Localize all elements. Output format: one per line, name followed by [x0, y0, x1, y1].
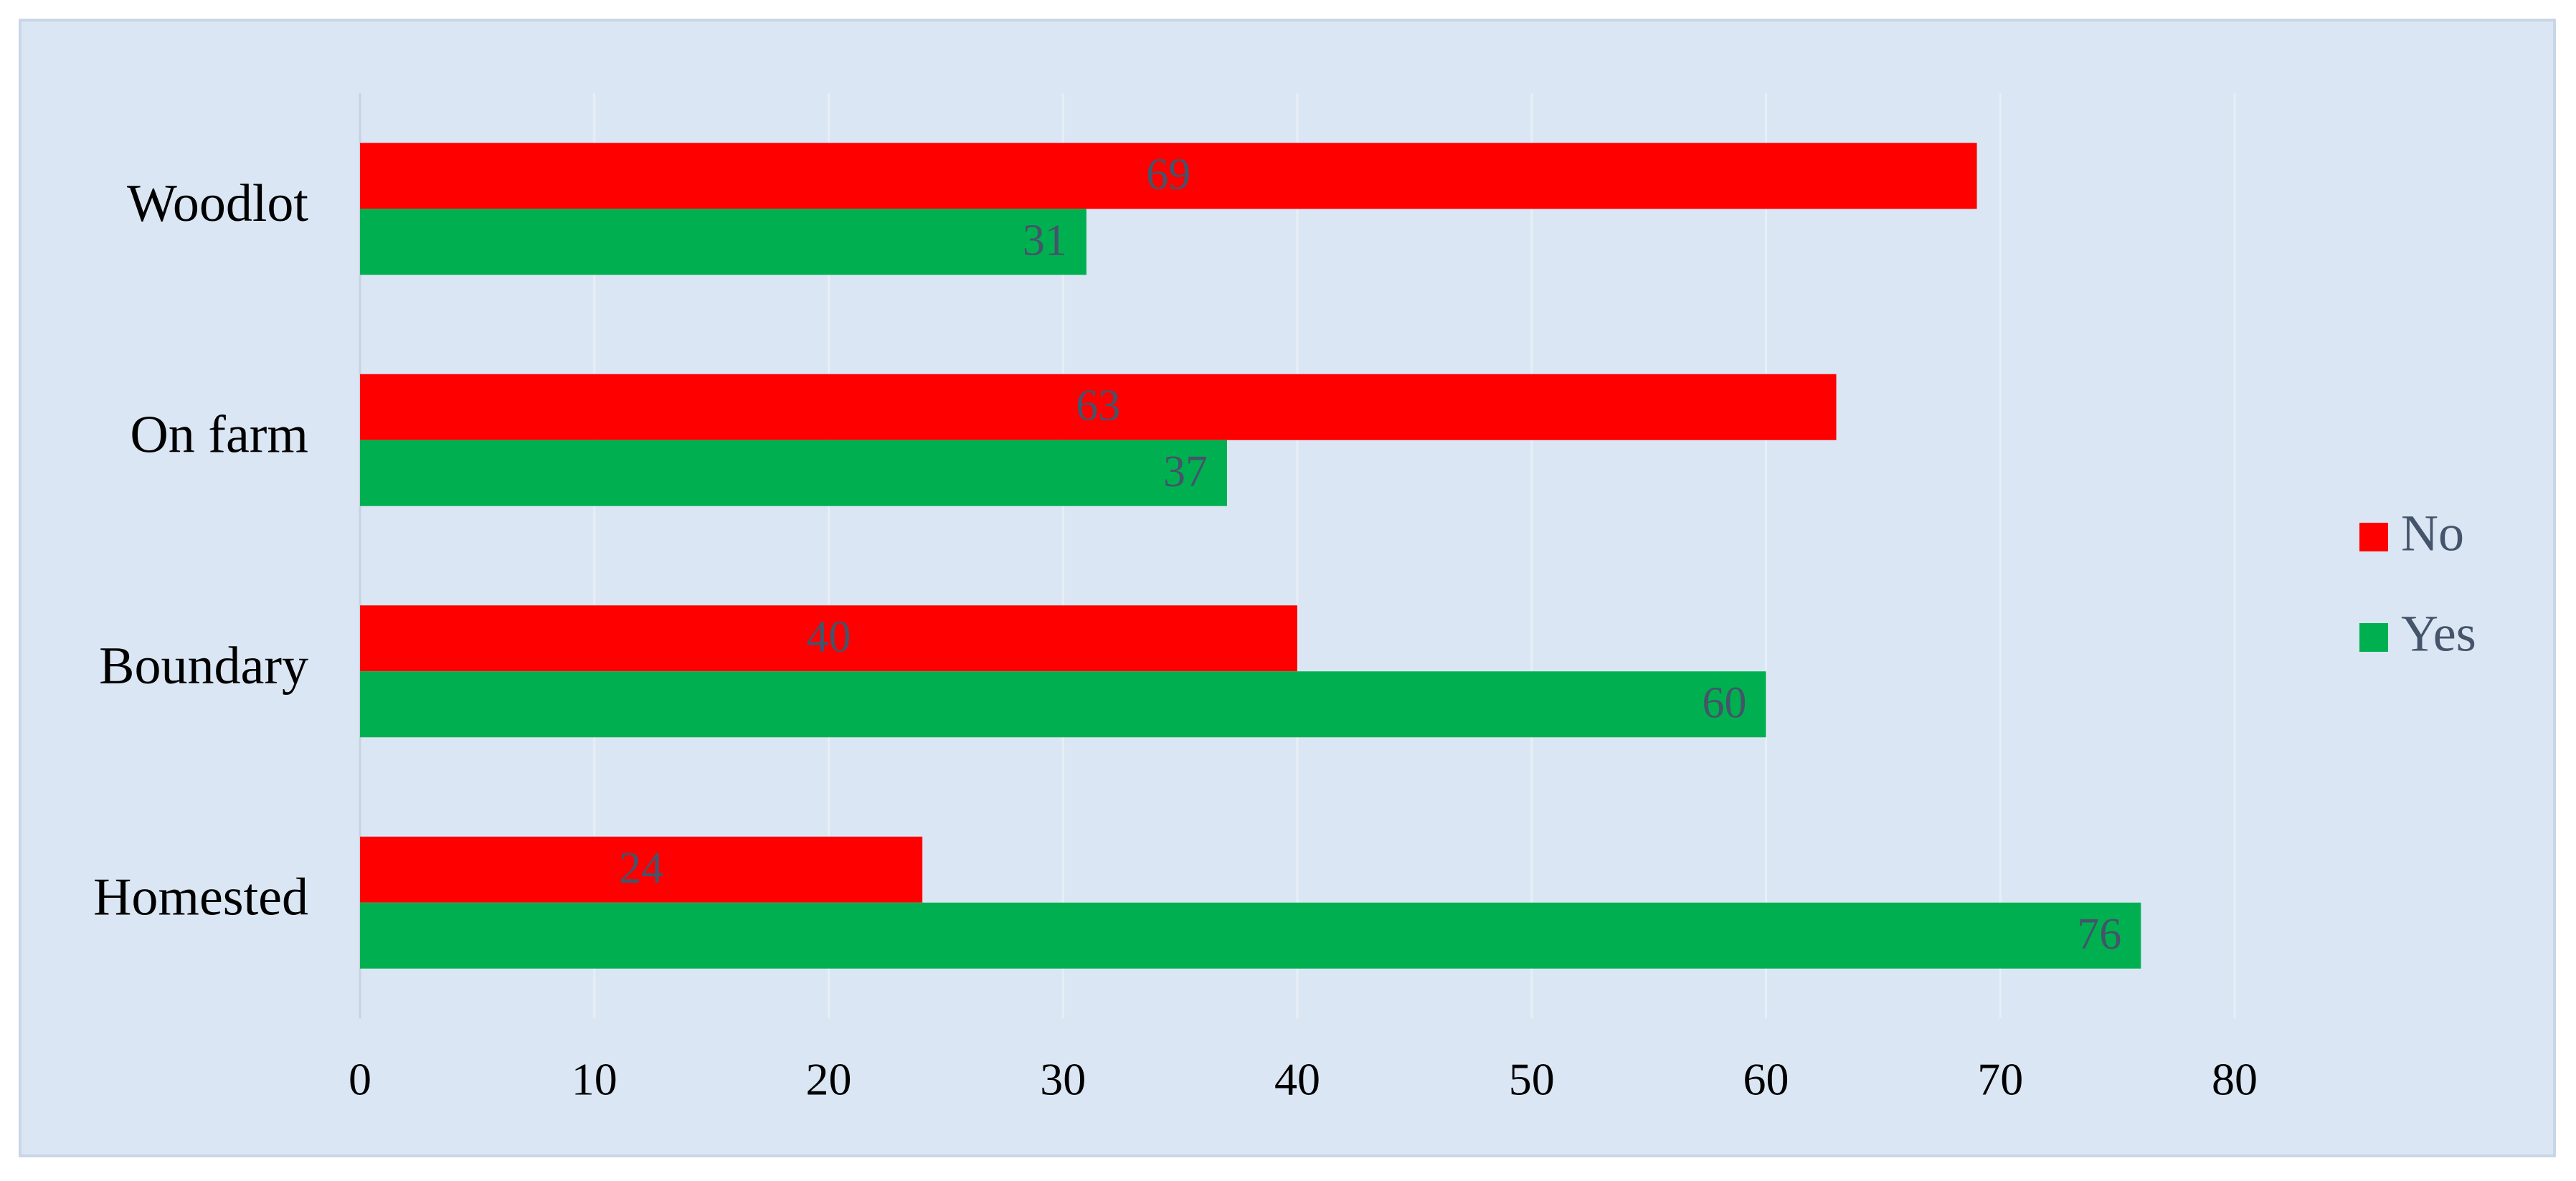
legend-label: Yes [2401, 605, 2476, 663]
bar [360, 605, 1297, 672]
data-label: 60 [1703, 678, 1747, 727]
bar [360, 440, 1227, 506]
bar [360, 902, 2141, 969]
data-label: 24 [619, 844, 663, 893]
x-tick-label: 10 [572, 1054, 617, 1105]
x-tick-label: 0 [349, 1054, 371, 1105]
bar [360, 209, 1086, 275]
legend-label: No [2401, 505, 2464, 562]
data-label: 31 [1023, 216, 1067, 265]
legend-swatch [2359, 623, 2388, 652]
bar [360, 671, 1766, 738]
x-tick-label: 30 [1040, 1054, 1086, 1105]
x-tick-label: 80 [2212, 1054, 2258, 1105]
data-label: 69 [1146, 150, 1190, 199]
x-tick-label: 40 [1274, 1054, 1320, 1105]
legend-swatch [2359, 523, 2388, 551]
y-tick-label: Boundary [99, 637, 308, 696]
bar [360, 143, 1977, 209]
x-tick-label: 50 [1509, 1054, 1555, 1105]
x-tick-label: 20 [806, 1054, 852, 1105]
bar [360, 374, 1837, 440]
data-label: 37 [1163, 447, 1208, 496]
y-tick-label: Woodlot [127, 174, 308, 233]
x-tick-label: 60 [1743, 1054, 1789, 1105]
bar [360, 836, 923, 903]
data-label: 63 [1076, 381, 1120, 430]
y-tick-label: Homested [93, 868, 308, 927]
x-tick-label: 70 [1977, 1054, 2023, 1105]
data-label: 76 [2077, 910, 2121, 959]
data-label: 40 [807, 612, 851, 661]
y-tick-label: On farm [130, 406, 308, 465]
